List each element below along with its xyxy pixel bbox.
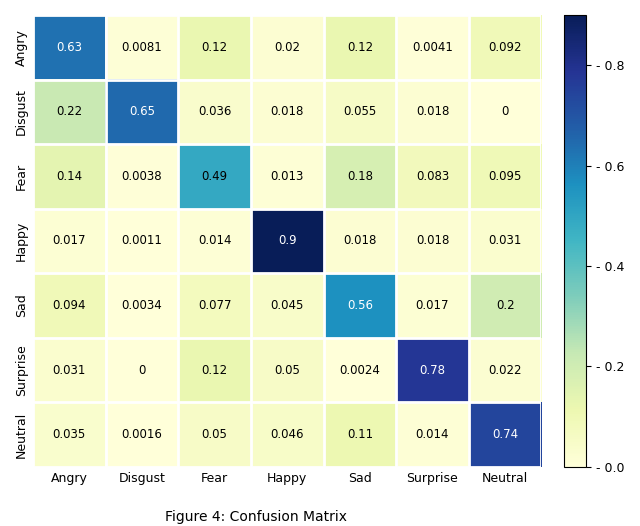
Text: 0: 0 (138, 363, 145, 377)
Text: 0.022: 0.022 (488, 363, 522, 377)
Text: 0.14: 0.14 (56, 170, 83, 183)
Text: Figure 4: Confusion Matrix: Figure 4: Confusion Matrix (165, 510, 347, 524)
Text: 0: 0 (502, 105, 509, 118)
Text: 0.11: 0.11 (347, 428, 373, 441)
Text: 0.018: 0.018 (416, 235, 449, 247)
Text: 0.0011: 0.0011 (122, 235, 163, 247)
Text: 0.0041: 0.0041 (412, 41, 453, 54)
Text: 0.036: 0.036 (198, 105, 231, 118)
Text: 0.22: 0.22 (56, 105, 83, 118)
Text: 0.05: 0.05 (202, 428, 227, 441)
Text: 0.017: 0.017 (52, 235, 86, 247)
Text: 0.0024: 0.0024 (339, 363, 380, 377)
Text: 0.013: 0.013 (271, 170, 304, 183)
Text: 0.0081: 0.0081 (122, 41, 162, 54)
Text: 0.05: 0.05 (274, 363, 300, 377)
Text: 0.092: 0.092 (488, 41, 522, 54)
Text: 0.2: 0.2 (496, 299, 515, 312)
Text: 0.0016: 0.0016 (122, 428, 163, 441)
Text: 0.02: 0.02 (274, 41, 300, 54)
Text: 0.12: 0.12 (347, 41, 373, 54)
Text: 0.035: 0.035 (52, 428, 86, 441)
Text: 0.094: 0.094 (52, 299, 86, 312)
Text: 0.018: 0.018 (416, 105, 449, 118)
Text: 0.74: 0.74 (492, 428, 518, 441)
Text: 0.046: 0.046 (271, 428, 304, 441)
Text: 0.031: 0.031 (52, 363, 86, 377)
Text: 0.78: 0.78 (419, 363, 445, 377)
Text: 0.083: 0.083 (416, 170, 449, 183)
Text: 0.055: 0.055 (343, 105, 376, 118)
Text: 0.65: 0.65 (129, 105, 155, 118)
Text: 0.18: 0.18 (347, 170, 373, 183)
Text: 0.9: 0.9 (278, 235, 296, 247)
Text: 0.49: 0.49 (202, 170, 228, 183)
Text: 0.017: 0.017 (416, 299, 449, 312)
Text: 0.018: 0.018 (343, 235, 376, 247)
Text: 0.045: 0.045 (271, 299, 304, 312)
Text: 0.031: 0.031 (488, 235, 522, 247)
Text: 0.56: 0.56 (347, 299, 373, 312)
Text: 0.63: 0.63 (56, 41, 82, 54)
Text: 0.095: 0.095 (488, 170, 522, 183)
Text: 0.077: 0.077 (198, 299, 231, 312)
Text: 0.0034: 0.0034 (122, 299, 162, 312)
Text: 0.018: 0.018 (271, 105, 304, 118)
Text: 0.12: 0.12 (202, 363, 228, 377)
Text: 0.0038: 0.0038 (122, 170, 162, 183)
Text: 0.014: 0.014 (198, 235, 231, 247)
Text: 0.12: 0.12 (202, 41, 228, 54)
Text: 0.014: 0.014 (416, 428, 449, 441)
